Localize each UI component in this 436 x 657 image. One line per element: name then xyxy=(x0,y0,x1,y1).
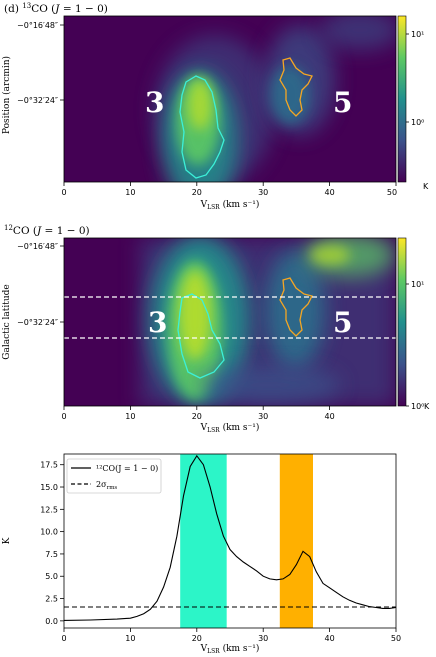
velocity-band-1 xyxy=(180,454,227,628)
panel3-xticks: 0 10 20 30 40 50 xyxy=(61,628,401,643)
panel3-xlabel: VLSR (km s⁻¹) xyxy=(200,643,260,655)
x-tick-label: 40 xyxy=(325,634,335,643)
panel3-lines xyxy=(63,454,397,621)
panel1-xtick: 10 xyxy=(125,188,135,197)
panel2-xlabel: VLSR (km s⁻¹) xyxy=(200,422,260,434)
panel1: (d) 13CO (J = 1 − 0) 3 5 −0°16′48″ −0°32… xyxy=(1,2,429,211)
y-tick-label: 2.5 xyxy=(45,595,58,604)
panel1-title: (d) 13CO (J = 1 − 0) xyxy=(4,2,108,15)
panel1-cbar-unit: K xyxy=(423,182,429,191)
y-tick-label: 0.0 xyxy=(45,617,58,626)
panel1-cbar-tick: 10¹ xyxy=(411,30,424,39)
panel1-xtick: 30 xyxy=(258,188,268,197)
panel3-line-chart: 0 10 20 30 40 50 0.0 2.5 5.0 7.5 10.0 12.5 15.0 17.5… xyxy=(2,453,401,655)
region-label-3: 3 xyxy=(148,306,167,339)
panel2-xtick: 20 xyxy=(192,412,202,421)
panel2-yticks: −0°16′48″ −0°32′24″ xyxy=(17,242,64,327)
panel1-image xyxy=(64,16,396,182)
y-tick-label: 7.5 xyxy=(45,550,58,559)
y-tick-label: 5.0 xyxy=(45,572,58,581)
panel2-xtick: 0 xyxy=(61,412,66,421)
legend-label-12co: ¹²CO(J = 1 − 0) xyxy=(96,464,158,473)
panel2-xtick: 10 xyxy=(125,412,135,421)
panel1-cyan-contour xyxy=(179,75,225,179)
region-label-5: 5 xyxy=(333,306,352,339)
y-tick-label: 15.0 xyxy=(40,483,58,492)
panel1-ytick-top: −0°16′48″ xyxy=(17,21,58,30)
x-tick-label: 0 xyxy=(61,634,66,643)
panel1-xtick: 40 xyxy=(325,188,335,197)
y-tick-label: 17.5 xyxy=(40,461,58,470)
series-12co-spectrum-line xyxy=(63,454,397,621)
panel1-ytick-mid: −0°32′24″ xyxy=(17,96,58,105)
y-tick-label: 10.0 xyxy=(40,528,58,537)
region-label-3: 3 xyxy=(145,86,164,119)
panel1-xticks: 0 10 20 30 40 50 xyxy=(61,182,397,197)
panel3-ylabel: K xyxy=(2,537,12,544)
panel2-title: 12CO (J = 1 − 0) xyxy=(4,224,90,237)
x-tick-label: 20 xyxy=(192,634,202,643)
panel2-xticks: 0 10 20 30 40 xyxy=(61,406,335,421)
panel1-yticks: −0°16′48″ −0°32′24″ xyxy=(17,21,64,105)
panel1-cbar-tick: 10⁰ xyxy=(411,118,424,127)
panel1-orange-contour xyxy=(279,57,313,117)
panel2-ytick-mid: −0°32′24″ xyxy=(17,318,58,327)
panel1-colorbar: 10¹ 10⁰ K xyxy=(397,15,429,191)
panel2: 12CO (J = 1 − 0) 3 5 −0°16′48″ −0°32′24″… xyxy=(2,224,430,434)
x-tick-label: 50 xyxy=(391,634,401,643)
panel1-xtick: 0 xyxy=(61,188,66,197)
x-tick-label: 10 xyxy=(125,634,135,643)
y-tick-label: 12.5 xyxy=(40,505,58,514)
panel3-legend: ¹²CO(J = 1 − 0) 2σrms xyxy=(66,458,162,494)
panel3-frame xyxy=(63,453,397,629)
panel2-xtick: 30 xyxy=(258,412,268,421)
panel2-xtick: 40 xyxy=(325,412,335,421)
velocity-band-2 xyxy=(279,454,313,628)
panel1-frame xyxy=(63,15,397,183)
panel2-image xyxy=(64,238,396,406)
panel3-bands xyxy=(180,454,313,628)
region-label-5: 5 xyxy=(333,86,352,119)
panel1-xtick: 50 xyxy=(387,188,397,197)
panel1-ylabel: Position (arcmin) xyxy=(1,56,12,134)
panel2-ytick-top: −0°16′48″ xyxy=(17,242,58,251)
panel2-cbar-unit: K xyxy=(424,402,430,411)
panel1-xlabel: VLSR (km s⁻¹) xyxy=(200,199,260,211)
panel2-colorbar: 10¹ 10⁰ K xyxy=(397,237,430,411)
x-tick-label: 30 xyxy=(258,634,268,643)
panel2-cbar-tick: 10¹ xyxy=(411,280,424,289)
legend-label-2sigma: 2σrms xyxy=(96,480,117,491)
panel1-xtick: 20 xyxy=(192,188,202,197)
panel3-yticks: 0.0 2.5 5.0 7.5 10.0 12.5 15.0 17.5 xyxy=(40,461,64,626)
panel2-cbar-tick: 10⁰ xyxy=(411,402,424,411)
panel2-cyan-contour xyxy=(177,293,225,379)
panel2-orange-contour xyxy=(279,277,313,337)
panel2-ylabel: Galactic latitude xyxy=(2,284,12,359)
